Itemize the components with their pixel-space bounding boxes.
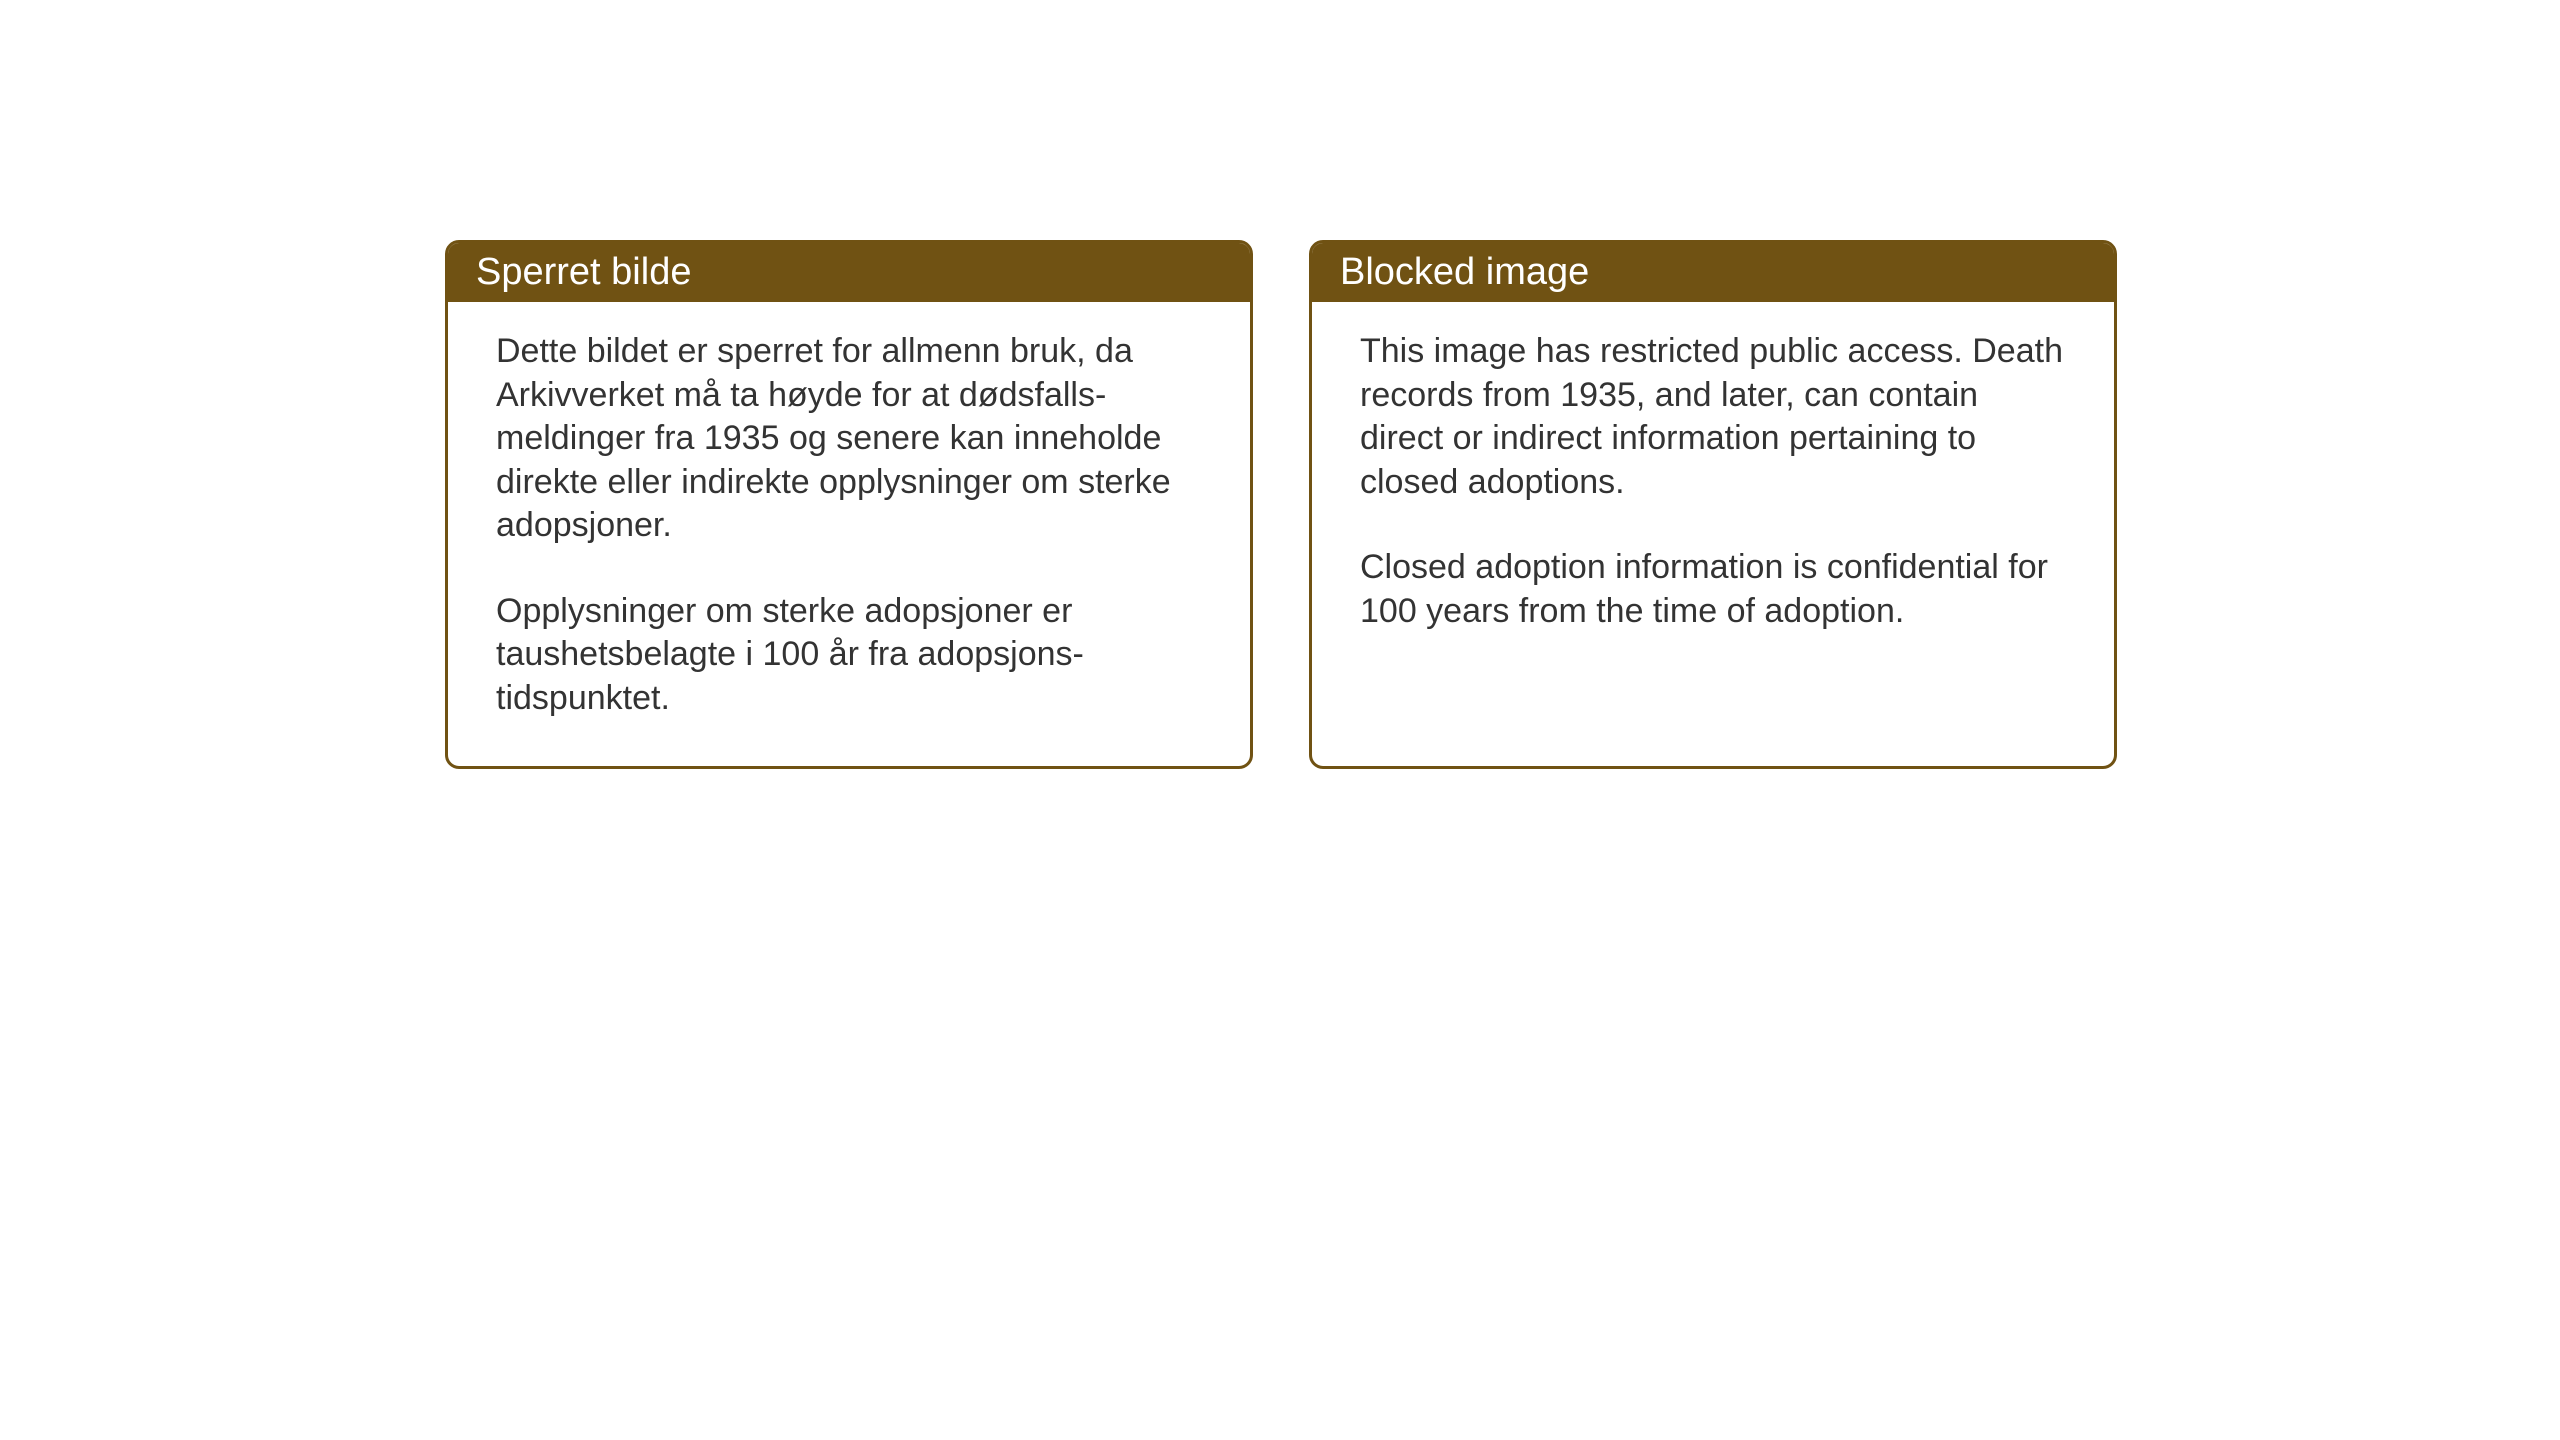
notice-para2-norwegian: Opplysninger om sterke adopsjoner er tau… [496,590,1202,721]
notice-body-english: This image has restricted public access.… [1312,302,2114,679]
notice-para2-english: Closed adoption information is confident… [1360,546,2066,633]
notice-box-english: Blocked image This image has restricted … [1309,240,2117,769]
notice-para1-english: This image has restricted public access.… [1360,330,2066,504]
notice-title-english: Blocked image [1340,251,1589,293]
notice-para1-norwegian: Dette bildet er sperret for allmenn bruk… [496,330,1202,548]
notice-header-norwegian: Sperret bilde [448,243,1250,302]
notice-title-norwegian: Sperret bilde [476,251,691,293]
notice-container: Sperret bilde Dette bildet er sperret fo… [445,240,2117,769]
notice-box-norwegian: Sperret bilde Dette bildet er sperret fo… [445,240,1253,769]
notice-body-norwegian: Dette bildet er sperret for allmenn bruk… [448,302,1250,766]
notice-header-english: Blocked image [1312,243,2114,302]
